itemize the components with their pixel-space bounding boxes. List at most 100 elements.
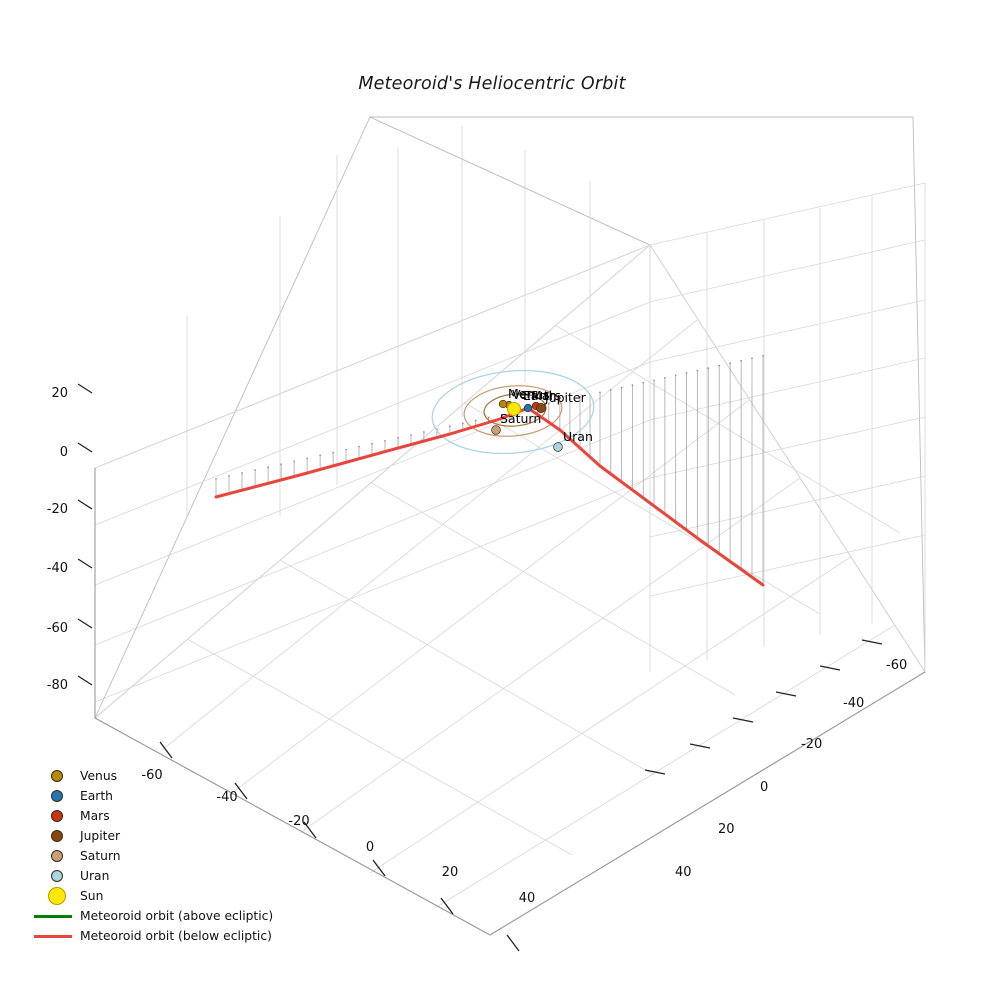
dropline-cap [306, 457, 308, 460]
legend-label: Meteoroid orbit (below ecliptic) [80, 929, 272, 943]
legend-label: Saturn [80, 849, 121, 863]
legend-marker-swatch [51, 810, 63, 822]
legend-label: Jupiter [80, 829, 121, 843]
x-axis-ticks: -60 -40 -20 0 20 40 [141, 741, 536, 952]
y-axis-ticks: -60 -40 -20 0 20 40 [644, 639, 907, 880]
y-tick-label: -40 [843, 696, 864, 711]
orbit-ellipse-uran [431, 369, 595, 455]
dropline-cap [609, 389, 612, 391]
z-tick-label: -80 [47, 678, 68, 693]
dropline-cap [228, 475, 230, 477]
dropline-cap [449, 425, 451, 428]
dropline-cap [358, 445, 360, 448]
body-marker-jupiter [536, 403, 546, 413]
x-tick-label: -40 [216, 790, 237, 805]
dropline-cap [423, 431, 425, 433]
dropline-cap [620, 386, 623, 389]
z-tick-label: -40 [47, 561, 68, 576]
dropline-cap [293, 460, 295, 463]
solar-system-bodies [491, 399, 563, 452]
dropline-cap [579, 396, 581, 398]
dropline-cap [397, 437, 399, 439]
dropline-cap [685, 372, 688, 374]
dropline-cap [569, 398, 571, 401]
dropline-cap [762, 354, 764, 357]
body-label-venus: Venus [512, 387, 550, 402]
dropline-cap [664, 376, 666, 379]
dropline-cap [267, 466, 269, 468]
legend-label: Earth [80, 789, 113, 803]
legend-line-swatch [34, 935, 72, 938]
grid-right-wall [649, 182, 926, 672]
body-label-earth: Earth [523, 388, 557, 403]
dropline-cap [461, 422, 464, 425]
legend-label: Meteoroid orbit (above ecliptic) [80, 909, 274, 923]
legend-label: Uran [80, 869, 110, 883]
dropline-cap [371, 442, 373, 445]
body-marker-earth [523, 403, 533, 413]
z-tick-label: 0 [60, 445, 68, 460]
axes-3d-panes [94, 116, 926, 936]
legend-label: Mars [80, 809, 110, 823]
body-marker-uran [553, 442, 563, 452]
x-tick-label: 20 [442, 865, 459, 880]
y-tick-label: -60 [886, 658, 907, 673]
body-marker-sun [506, 401, 522, 417]
y-tick-label: 0 [760, 780, 768, 795]
legend-label: Venus [80, 769, 118, 783]
legend-label: Sun [80, 889, 104, 903]
z-tick-label: -60 [47, 621, 68, 636]
dropline-cap [599, 391, 601, 394]
dropline-cap [319, 454, 321, 457]
body-label-saturn: Saturn [500, 411, 541, 426]
x-tick-label: -60 [141, 768, 162, 783]
body-marker-venus [498, 399, 508, 409]
body-label-merc: Merc [508, 386, 538, 401]
legend-marker-swatch [51, 790, 63, 802]
dropline-cap [674, 374, 677, 377]
y-tick-label: 40 [675, 865, 692, 880]
body-label-uran: Uran [563, 429, 593, 444]
dropline-cap [384, 439, 386, 442]
dropline-cap [280, 463, 282, 466]
dropline-cap [653, 379, 655, 382]
z-tick-label: 20 [51, 386, 68, 401]
y-tick-label: -20 [801, 737, 822, 752]
dropline-cap [241, 472, 243, 474]
legend-marker-swatch [48, 887, 66, 905]
dropline-cap [751, 357, 753, 360]
legend-line-swatch [34, 915, 72, 918]
legend-marker-swatch [51, 850, 63, 862]
legend-marker-swatch [51, 830, 63, 842]
grid-floor [94, 244, 926, 936]
dropline-cap [707, 367, 710, 369]
dropline-cap [631, 384, 634, 386]
axis-spines [94, 468, 926, 936]
dropline-cap [696, 369, 699, 372]
dropline-cap [332, 451, 334, 454]
z-tick-label: -20 [47, 502, 68, 517]
grid-left-wall [94, 126, 651, 718]
dropline-cap [254, 469, 256, 471]
chart-title: Meteoroid's Heliocentric Orbit [358, 74, 626, 94]
body-label-jupiter: Jupiter [544, 390, 587, 405]
x-axis-spine [94, 717, 491, 936]
dropline-cap [500, 413, 503, 416]
dropline-cap [345, 448, 347, 451]
dropline-cap [215, 477, 217, 480]
legend-marker-swatch [51, 870, 63, 882]
y-axis-spine [489, 671, 926, 936]
legend-marker-swatch [51, 770, 63, 782]
dropline-cap [547, 403, 550, 405]
dropline-cap [740, 359, 742, 362]
dropline-cap [487, 416, 490, 419]
body-marker-saturn [491, 425, 501, 435]
y-tick-label: 20 [718, 822, 735, 837]
x-tick-label: -20 [288, 814, 309, 829]
dropline-cap [410, 434, 412, 436]
dropline-cap [718, 364, 721, 367]
x-tick-label: 40 [519, 891, 536, 906]
